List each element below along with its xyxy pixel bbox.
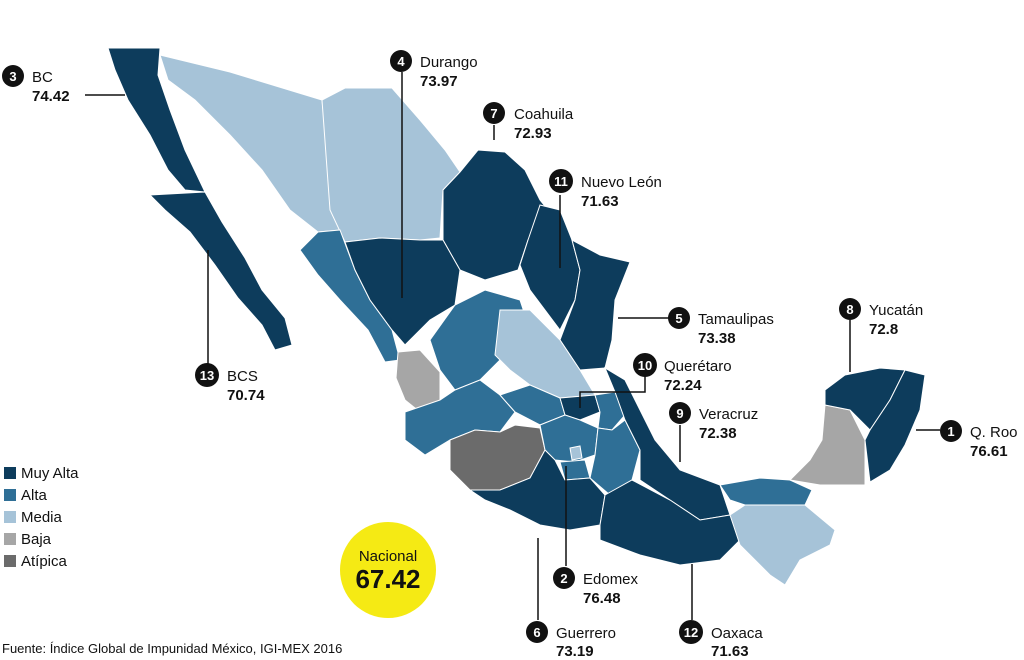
state-name: BCS <box>227 368 258 385</box>
rank-label-nuevo-leon: 11 Nuevo León 71.63 <box>549 169 662 210</box>
state-name: Tamaulipas <box>698 311 774 328</box>
rank-number: 7 <box>490 106 497 121</box>
state-cdmx <box>569 445 583 461</box>
map-legend: Muy Alta Alta Media Baja Atípica <box>4 462 79 572</box>
state-baja-california-sur <box>148 191 293 351</box>
rank-number: 5 <box>675 311 682 326</box>
nacional-label: Nacional <box>358 547 418 565</box>
state-value: 72.8 <box>869 321 898 338</box>
state-name: Yucatán <box>869 302 923 319</box>
state-jalisco <box>404 379 516 456</box>
state-value: 74.42 <box>32 88 70 105</box>
state-value: 76.61 <box>970 443 1008 460</box>
rank-number: 2 <box>560 571 567 586</box>
state-name: Veracruz <box>699 406 758 423</box>
state-name: BC <box>32 69 53 86</box>
rank-label-durango: 4 Durango 73.97 <box>390 50 478 90</box>
rank-label-oaxaca: 12 Oaxaca 71.63 <box>679 620 763 660</box>
rank-number: 9 <box>676 406 683 421</box>
rank-number: 8 <box>846 302 853 317</box>
state-campeche <box>788 404 866 486</box>
state-name: Q. Roo <box>970 424 1018 441</box>
rank-label-edomex: 2 Edomex 76.48 <box>553 567 639 607</box>
state-chihuahua <box>321 87 461 243</box>
state-value: 72.93 <box>514 125 552 142</box>
legend-item-media: Media <box>4 506 79 528</box>
rank-label-bc: 3 BC 74.42 <box>2 65 70 105</box>
rank-label-coahuila: 7 Coahuila 72.93 <box>483 102 574 142</box>
rank-number: 1 <box>947 424 954 439</box>
state-name: Guerrero <box>556 625 616 642</box>
rank-label-tamaulipas: 5 Tamaulipas 73.38 <box>668 307 774 347</box>
state-value: 71.63 <box>581 193 619 210</box>
rank-number: 3 <box>9 69 16 84</box>
state-guerrero <box>468 449 606 531</box>
state-chiapas <box>729 504 836 586</box>
leader-lines <box>85 72 940 620</box>
legend-item-muy-alta: Muy Alta <box>4 462 79 484</box>
rank-label-bcs: 13 BCS 70.74 <box>195 363 265 404</box>
legend-label: Muy Alta <box>21 464 79 482</box>
state-name: Edomex <box>583 571 639 588</box>
legend-label: Media <box>21 508 62 526</box>
state-value: 72.24 <box>664 377 702 394</box>
state-value: 72.38 <box>699 425 737 442</box>
state-name: Oaxaca <box>711 625 763 642</box>
legend-swatch <box>4 511 16 523</box>
rank-number: 4 <box>397 54 405 69</box>
legend-item-baja: Baja <box>4 528 79 550</box>
rank-number: 10 <box>638 358 652 373</box>
state-value: 73.38 <box>698 330 736 347</box>
state-oaxaca <box>599 479 741 566</box>
state-value: 71.63 <box>711 643 749 660</box>
state-quintana-roo <box>864 369 926 483</box>
rank-number: 12 <box>684 625 698 640</box>
state-sinaloa <box>299 229 401 363</box>
legend-label: Alta <box>21 486 47 504</box>
legend-swatch <box>4 467 16 479</box>
rank-label-veracruz: 9 Veracruz 72.38 <box>669 402 758 442</box>
source-note: Fuente: Índice Global de Impunidad Méxic… <box>2 641 343 656</box>
state-value: 73.97 <box>420 73 458 90</box>
state-sonora <box>159 54 341 233</box>
rank-label-guerrero: 6 Guerrero 73.19 <box>526 621 616 660</box>
state-name: Coahuila <box>514 106 574 123</box>
state-nuevo-leon <box>519 204 581 331</box>
legend-label: Baja <box>21 530 52 548</box>
legend-swatch <box>4 555 16 567</box>
state-value: 70.74 <box>227 387 265 404</box>
state-name: Querétaro <box>664 358 732 375</box>
state-value: 76.48 <box>583 590 621 607</box>
state-name: Durango <box>420 54 478 71</box>
legend-label: Atípica <box>21 552 67 570</box>
state-name: Nuevo León <box>581 174 662 191</box>
state-baja-california <box>107 47 206 193</box>
rank-number: 11 <box>554 174 568 189</box>
state-value: 73.19 <box>556 643 594 660</box>
rank-number: 6 <box>533 625 540 640</box>
state-tabasco <box>719 477 813 506</box>
legend-item-alta: Alta <box>4 484 79 506</box>
nacional-value: 67.42 <box>355 563 421 594</box>
leader-queretaro <box>579 375 646 408</box>
nacional-badge: Nacional 67.42 <box>340 522 436 618</box>
rank-label-yucatan: 8 Yucatán 72.8 <box>839 298 923 338</box>
rank-label-qroo: 1 Q. Roo 76.61 <box>940 420 1018 460</box>
legend-item-atipica: Atípica <box>4 550 79 572</box>
rank-label-queretaro: 10 Querétaro 72.24 <box>633 353 732 394</box>
legend-swatch <box>4 489 16 501</box>
rank-number: 13 <box>200 368 214 383</box>
state-morelos <box>559 459 591 481</box>
legend-swatch <box>4 533 16 545</box>
